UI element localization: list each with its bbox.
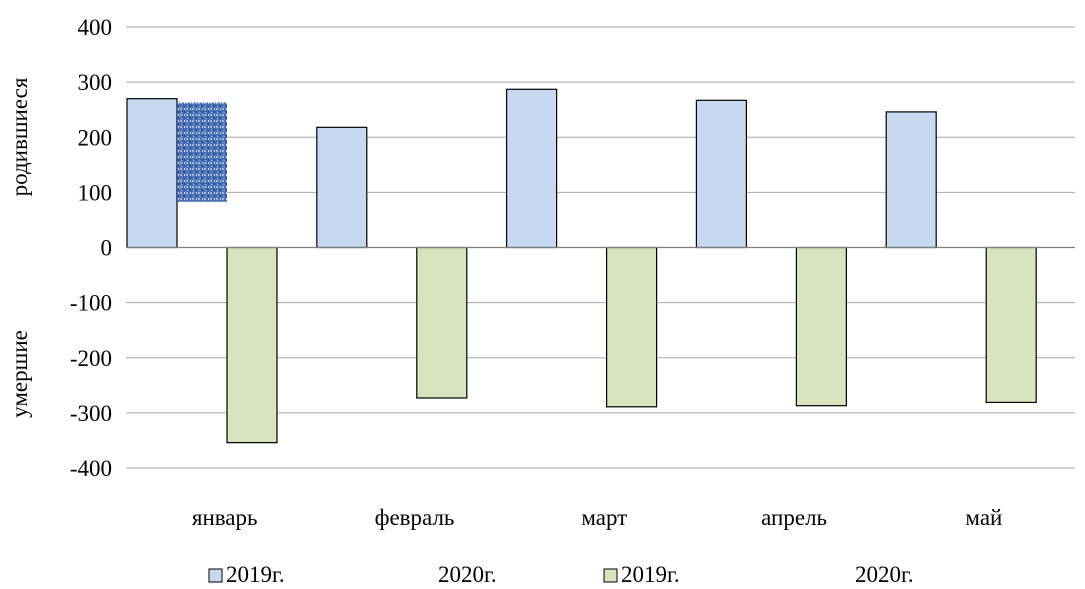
bar-births-2019 xyxy=(506,88,558,249)
legend-label: 2020г. xyxy=(438,562,497,587)
y-tick-label: 0 xyxy=(101,236,113,261)
bars xyxy=(126,88,1037,444)
y-tick-label: 300 xyxy=(78,70,113,95)
gridlines xyxy=(126,26,1075,469)
y-tick-label: -400 xyxy=(70,456,112,481)
category-label: февраль xyxy=(375,505,455,530)
bar-births-2019 xyxy=(316,126,368,249)
bar-births-2019 xyxy=(885,111,937,249)
category-label: апрель xyxy=(761,505,827,530)
category-labels: январь февраль март апрель май xyxy=(192,505,1002,530)
bar-deaths-2019 xyxy=(605,246,658,408)
category-label: март xyxy=(581,505,627,530)
y-tick-label: 400 xyxy=(78,15,113,40)
y-tick-label: -100 xyxy=(70,291,112,316)
y-tick-label: -200 xyxy=(70,346,112,371)
legend-swatch xyxy=(603,568,618,583)
y-axis-label-top: родившиеся xyxy=(7,77,32,196)
bar-births-2020 xyxy=(177,102,227,202)
category-label: январь xyxy=(192,505,258,530)
legend: 2019г. 2020г. 2019г. 2020г. xyxy=(208,562,914,587)
bar-deaths-2019 xyxy=(795,246,848,407)
bar-deaths-2019 xyxy=(985,246,1037,404)
bar-births-2019 xyxy=(695,99,748,249)
legend-label: 2019г. xyxy=(226,562,285,587)
y-axis-label-bottom: умершие xyxy=(7,330,32,418)
legend-label: 2020г. xyxy=(855,562,914,587)
y-tick-label: 200 xyxy=(78,125,113,150)
legend-label: 2019г. xyxy=(621,562,680,587)
bar-deaths-2019 xyxy=(416,246,468,399)
bar-births-2019 xyxy=(126,98,178,249)
y-tick-label: -300 xyxy=(70,401,112,426)
legend-swatch xyxy=(208,568,223,583)
bar-deaths-2019 xyxy=(226,246,278,444)
y-axis-ticks: 400 300 200 100 0 -100 -200 -300 -400 xyxy=(70,15,112,481)
category-label: май xyxy=(965,505,1002,530)
y-tick-label: 100 xyxy=(78,180,113,205)
